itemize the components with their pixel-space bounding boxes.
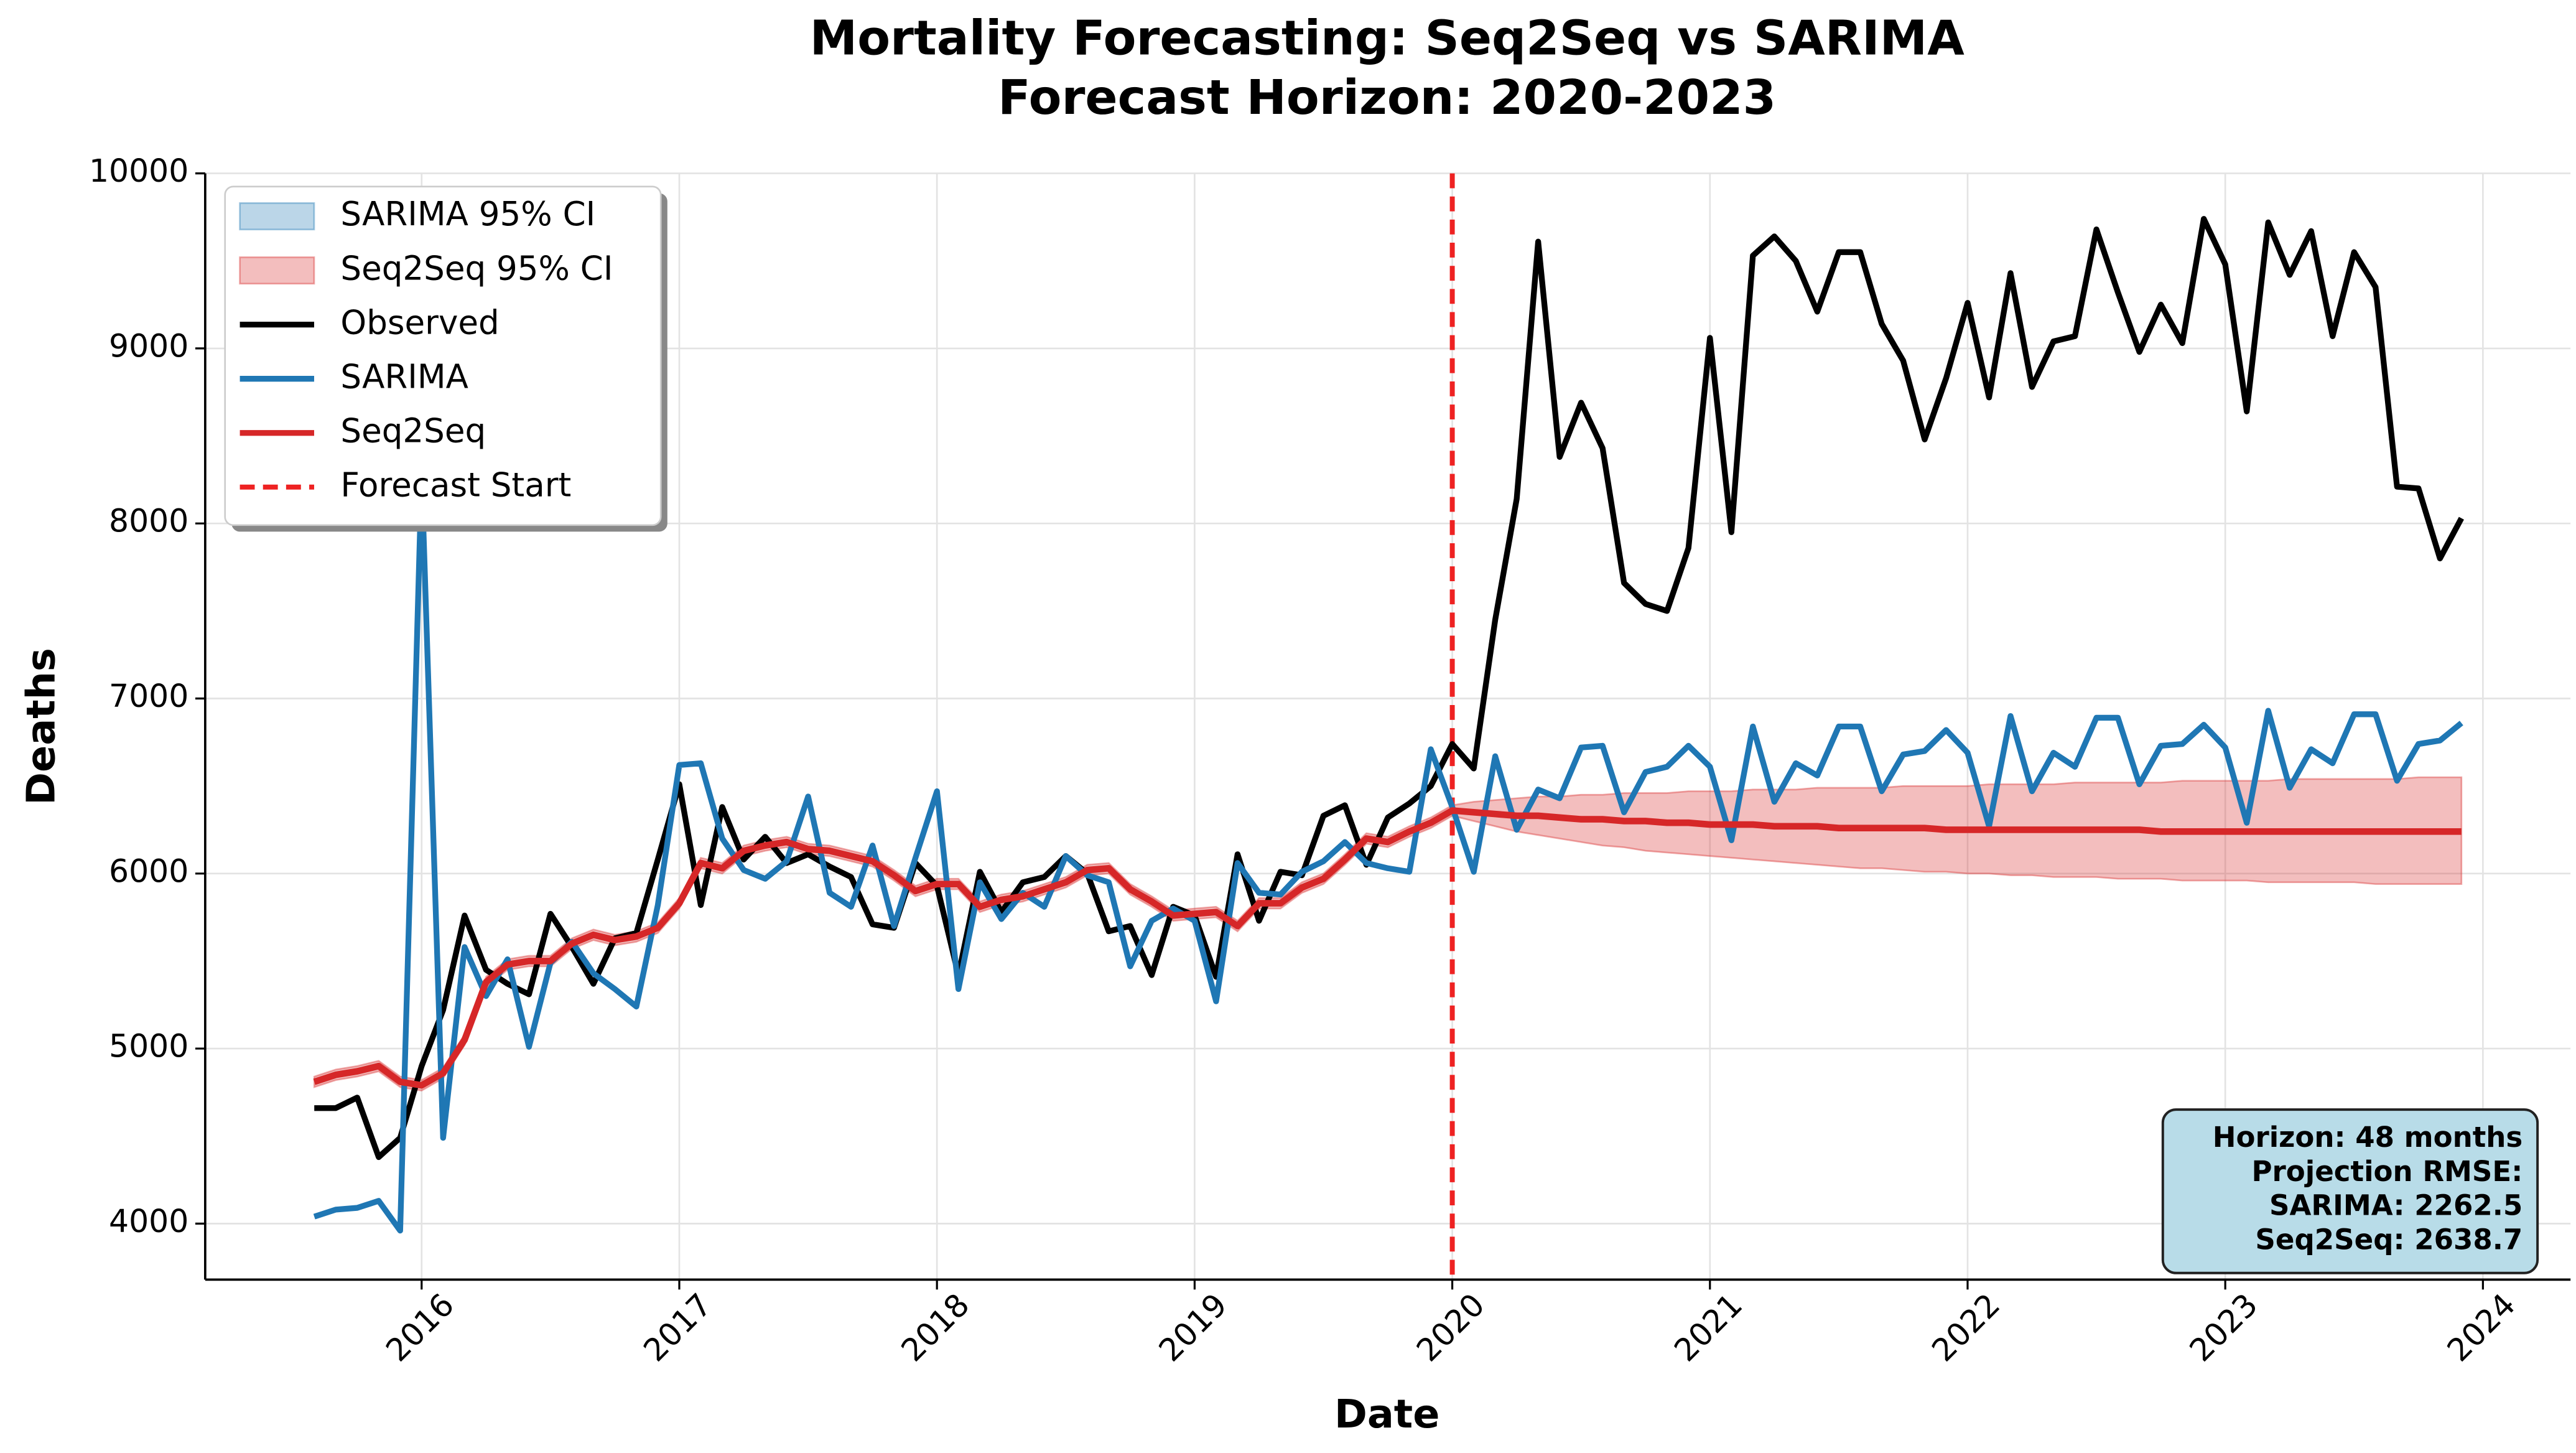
- y-tick-label: 8000: [109, 503, 188, 540]
- y-tick-label: 6000: [109, 853, 188, 889]
- series-line: [313, 807, 2462, 1089]
- chart-subtitle: Forecast Horizon: 2020-2023: [998, 70, 1776, 126]
- y-tick-label: 5000: [109, 1028, 188, 1065]
- legend-label: SARIMA 95% CI: [340, 195, 595, 233]
- annotation-text: Horizon: 48 months: [2213, 1121, 2523, 1154]
- annotation-text: Projection RMSE:: [2251, 1155, 2523, 1188]
- annotation-box: [2161, 1108, 2539, 1274]
- y-tick-label: 4000: [109, 1203, 188, 1240]
- legend: [224, 185, 662, 526]
- legend-label: Observed: [340, 303, 499, 342]
- annotation-text: Seq2Seq: 2638.7: [2255, 1223, 2523, 1256]
- y-axis-label: Deaths: [18, 648, 64, 805]
- legend-label: Seq2Seq 95% CI: [340, 249, 613, 287]
- y-tick-label: 7000: [109, 678, 188, 714]
- legend-label: SARIMA: [340, 357, 468, 396]
- legend-swatch: [239, 202, 315, 231]
- x-axis-label: Date: [1334, 1391, 1439, 1437]
- y-tick-label: 10000: [89, 152, 188, 189]
- legend-label: Seq2Seq: [340, 411, 486, 450]
- legend-swatch: [239, 256, 315, 285]
- legend-label: Forecast Start: [340, 465, 571, 504]
- annotation-text: SARIMA: 2262.5: [2269, 1189, 2523, 1222]
- series-line: [313, 471, 2463, 1234]
- y-tick-label: 9000: [109, 327, 188, 364]
- chart-title: Mortality Forecasting: Seq2Seq vs SARIMA: [810, 11, 1965, 66]
